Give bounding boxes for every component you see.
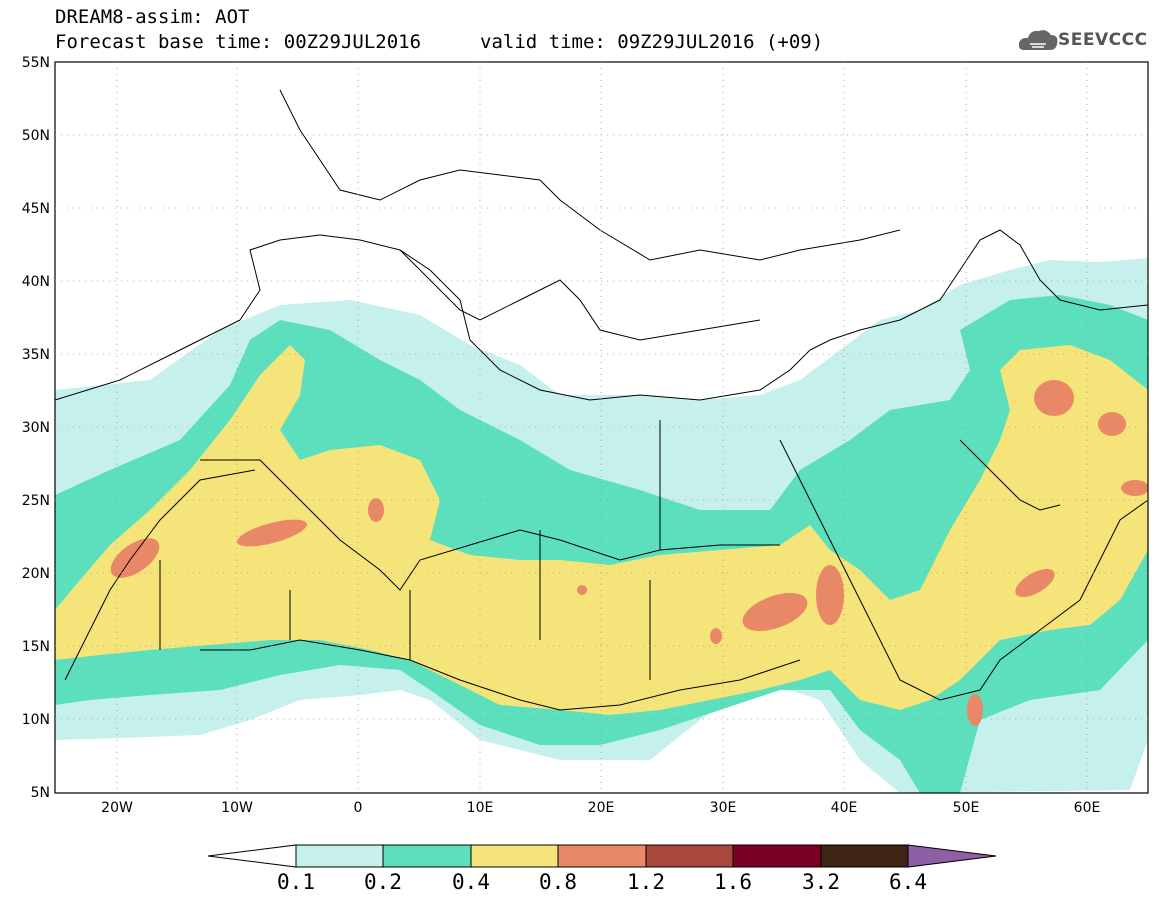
colorbar-swatch bbox=[645, 844, 734, 868]
seevccc-logo: SEEVCCC bbox=[1058, 30, 1148, 50]
colorbar-label: 1.6 bbox=[714, 870, 752, 894]
lat-label: 5N bbox=[31, 785, 50, 801]
lat-label: 40N bbox=[22, 274, 50, 290]
lon-label: 0 bbox=[354, 800, 363, 816]
map-title: DREAM8-assim: AOT bbox=[55, 6, 250, 28]
lat-label: 20N bbox=[22, 566, 50, 582]
graticule bbox=[55, 62, 1148, 793]
lon-label: 40E bbox=[831, 800, 858, 816]
forecast-base-time: Forecast base time: 00Z29JUL2016 bbox=[55, 31, 422, 53]
colorbar-over-arrow bbox=[907, 844, 997, 868]
map-frame bbox=[54, 61, 1149, 794]
colorbar-label: 0.8 bbox=[539, 870, 577, 894]
colorbar-label: 6.4 bbox=[889, 870, 927, 894]
colorbar-swatch bbox=[820, 844, 909, 868]
lon-label: 50E bbox=[953, 800, 980, 816]
lat-label: 10N bbox=[22, 712, 50, 728]
colorbar-swatch bbox=[732, 844, 822, 868]
aot-contours bbox=[55, 258, 1148, 793]
colorbar bbox=[207, 844, 997, 868]
colorbar-label: 0.2 bbox=[364, 870, 402, 894]
colorbar-swatch bbox=[382, 844, 472, 868]
lon-label: 10E bbox=[467, 800, 494, 816]
longitude-labels: 20W 10W 0 10E 20E 30E 40E 50E 60E bbox=[101, 800, 1100, 816]
lon-label: 60E bbox=[1074, 800, 1101, 816]
colorbar-under-arrow bbox=[207, 844, 297, 868]
colorbar-label: 3.2 bbox=[802, 870, 840, 894]
lat-label: 45N bbox=[22, 201, 50, 217]
colorbar-label: 0.4 bbox=[452, 870, 490, 894]
valid-time: valid time: 09Z29JUL2016 (+09) bbox=[480, 31, 824, 53]
lon-label: 10W bbox=[221, 800, 253, 816]
lat-label: 25N bbox=[22, 493, 50, 509]
lat-label: 50N bbox=[22, 128, 50, 144]
coastlines bbox=[55, 89, 1148, 711]
lon-label: 20E bbox=[588, 800, 615, 816]
lat-label: 35N bbox=[22, 347, 50, 363]
lat-label: 55N bbox=[22, 55, 50, 71]
lon-label: 20W bbox=[101, 800, 133, 816]
lat-label: 30N bbox=[22, 420, 50, 436]
colorbar-swatch bbox=[470, 844, 559, 868]
colorbar-label: 0.1 bbox=[277, 870, 315, 894]
colorbar-label: 1.2 bbox=[627, 870, 665, 894]
colorbar-swatch bbox=[295, 844, 384, 868]
colorbar-swatch bbox=[557, 844, 647, 868]
aot-band-0.8 bbox=[110, 380, 1148, 726]
cloud-icon bbox=[1018, 30, 1058, 50]
latitude-labels: 55N 50N 45N 40N 35N 30N 25N 20N 15N 10N … bbox=[22, 55, 50, 801]
aot-band-0.4 bbox=[55, 345, 1148, 715]
lat-label: 15N bbox=[22, 639, 50, 655]
lon-label: 30E bbox=[710, 800, 737, 816]
